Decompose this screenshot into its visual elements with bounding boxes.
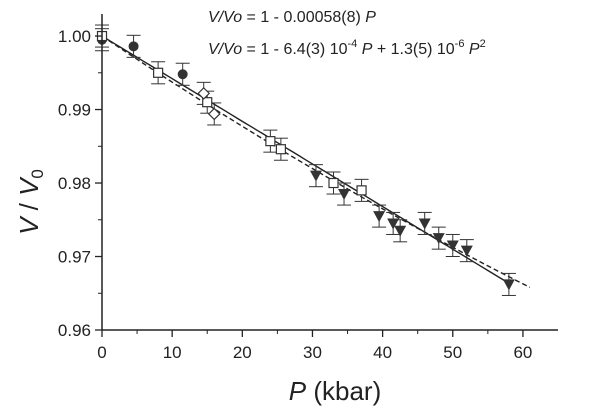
x-tick-label: 60: [513, 343, 532, 362]
data-point-triangle: [502, 279, 515, 291]
y-tick-label: 0.98: [58, 174, 91, 193]
data-markers: [96, 30, 515, 291]
data-point-diamond: [197, 87, 211, 100]
data-point-circle: [128, 41, 139, 52]
linear-fit-equation: V/Vo = 1 - 0.00058(8) P: [208, 9, 376, 26]
data-point-triangle: [418, 218, 431, 230]
data-point-triangle: [446, 240, 459, 252]
x-tick-label: 30: [303, 343, 322, 362]
data-point-square: [356, 185, 367, 196]
x-axis-title: P (kbar): [289, 376, 381, 406]
quadratic-fit-equation: V/Vo = 1 - 6.4(3) 10-4 P + 1.3(5) 10-6 P…: [208, 38, 486, 58]
y-tick-labels: 0.96 0.97 0.98 0.99 1.00: [58, 27, 91, 340]
data-point-square: [153, 67, 164, 78]
x-tick-label: 20: [233, 343, 252, 362]
data-point-triangle: [309, 170, 322, 182]
y-tick-label: 0.99: [58, 101, 91, 120]
y-tick-label: 0.96: [58, 321, 91, 340]
linear-fit-line: [101, 35, 510, 284]
x-tick-labels: 0 10 20 30 40 50 60: [97, 343, 532, 362]
data-point-square: [202, 97, 213, 108]
y-tick-label: 0.97: [58, 248, 91, 267]
data-point-triangle: [432, 233, 445, 245]
data-point-triangle: [387, 218, 400, 230]
x-tick-label: 40: [373, 343, 392, 362]
axes: [95, 14, 558, 337]
data-point-circle: [177, 69, 188, 80]
x-tick-label: 0: [97, 343, 106, 362]
data-point-square: [328, 177, 339, 189]
y-axis-title: V / V0: [14, 169, 47, 235]
data-point-square: [275, 144, 286, 155]
data-point-triangle: [460, 245, 473, 257]
data-point-triangle: [394, 225, 407, 237]
data-point-square: [265, 136, 276, 147]
data-point-diamond: [207, 107, 221, 121]
x-tick-label: 10: [163, 343, 182, 362]
y-tick-label: 1.00: [58, 27, 91, 46]
x-tick-label: 50: [443, 343, 462, 362]
data-point-triangle: [338, 189, 351, 201]
data-point-triangle: [373, 211, 386, 223]
